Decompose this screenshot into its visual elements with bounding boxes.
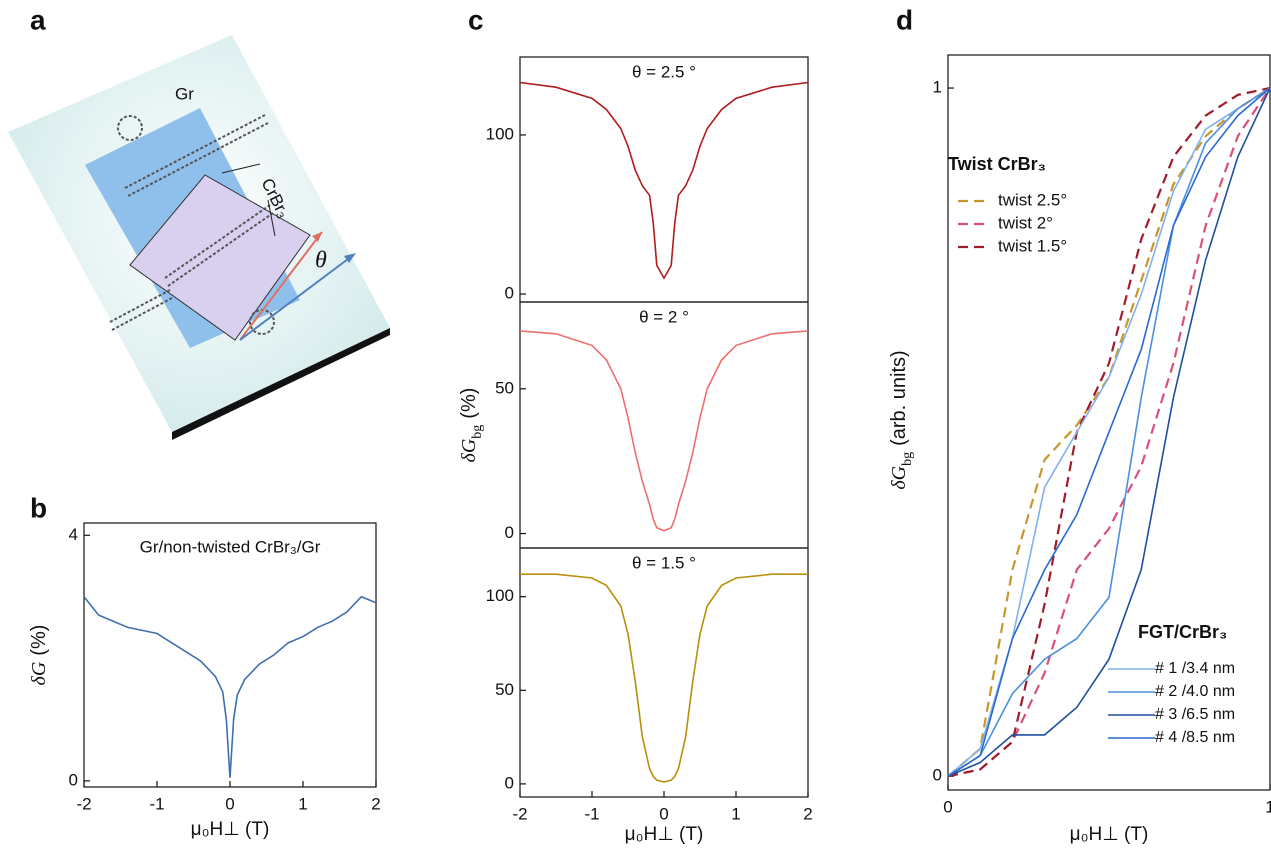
data-line	[947, 87, 1271, 778]
plot-frame	[83, 522, 377, 788]
plot-frame	[947, 54, 1271, 791]
y-tick-label: 0	[933, 766, 942, 785]
legend-label: twist 2.5°	[998, 190, 1067, 209]
legend-label: # 2 /4.0 nm	[1155, 683, 1235, 700]
x-axis-label: μ₀H⊥ (T)	[1070, 824, 1149, 845]
x-tick-label: 2	[371, 794, 380, 813]
device-illustration: Gr CrBr₃ θ	[8, 35, 390, 440]
legend-label: twist 1.5°	[998, 236, 1067, 255]
x-tick-label: 0	[943, 797, 952, 816]
pointer	[267, 199, 276, 237]
legend-label: twist 2°	[998, 213, 1053, 232]
annotation: Gr/non-twisted CrBr₃/Gr	[140, 537, 321, 556]
pointer	[221, 163, 261, 174]
y-tick-label: 0	[69, 770, 78, 789]
y-label-symbol: δG	[28, 661, 50, 685]
illustration-label: θ	[315, 248, 327, 274]
x-tick-label: -1	[584, 804, 599, 823]
y-tick-label: 0	[505, 284, 514, 303]
y-label-unit: (%)	[28, 625, 50, 656]
panel-label: d	[896, 4, 913, 35]
plot-frame	[519, 301, 809, 549]
x-tick-label: 1	[731, 804, 740, 823]
y-label-symbol: δG	[458, 438, 480, 462]
y-axis-label: δGbg (%)	[458, 388, 485, 463]
y-label-subscript: bg	[900, 452, 915, 466]
annotation: θ = 1.5 °	[632, 553, 696, 572]
y-label-unit: (%)	[458, 388, 480, 419]
data-line	[947, 87, 1271, 777]
crbr3-top	[129, 174, 311, 341]
x-tick-label: 2	[803, 804, 812, 823]
y-label-subscript: bg	[470, 425, 485, 439]
legend-label: # 4 /8.5 nm	[1155, 729, 1235, 746]
x-axis-label: μ₀H⊥ (T)	[191, 819, 270, 840]
y-label-unit: (arb. units)	[888, 350, 910, 446]
y-tick-label: 4	[69, 525, 78, 544]
panel-label: a	[30, 4, 46, 35]
y-tick-label: 50	[495, 680, 514, 699]
arrow	[239, 231, 323, 341]
x-axis-label: μ₀H⊥ (T)	[625, 824, 704, 845]
y-tick-label: 0	[505, 773, 514, 792]
data-line	[947, 86, 1271, 778]
y-tick-label: 1	[933, 78, 942, 97]
legend-label: # 3 /6.5 nm	[1155, 706, 1235, 723]
arrowhead	[312, 232, 322, 242]
illustration-label: Gr	[175, 84, 194, 103]
x-tick-label: 0	[225, 794, 234, 813]
data-line	[83, 595, 377, 778]
plot-frame	[519, 56, 809, 303]
panel-label: c	[468, 4, 484, 35]
x-tick-label: -1	[149, 794, 164, 813]
y-tick-label: 100	[486, 586, 514, 605]
plot-frame	[519, 547, 809, 798]
y-axis-label: δGbg (arb. units)	[888, 350, 915, 489]
data-line	[520, 573, 808, 783]
data-line	[947, 87, 1271, 777]
substrate-edge	[172, 328, 390, 440]
data-line	[947, 87, 1271, 777]
legend-title: Twist CrBr₃	[948, 154, 1046, 174]
annotation: θ = 2 °	[639, 307, 689, 326]
arrowhead	[344, 253, 356, 263]
graphene-ribbons	[109, 114, 275, 335]
panel-label: b	[30, 492, 47, 523]
y-tick-label: 50	[495, 378, 514, 397]
y-label-symbol: δG	[888, 465, 910, 489]
x-tick-label: 1	[1265, 797, 1271, 816]
legend-title: FGT/CrBr₃	[1138, 622, 1227, 642]
arrow	[239, 255, 353, 341]
annotation: θ = 2.5 °	[632, 62, 696, 81]
y-tick-label: 0	[505, 523, 514, 542]
data-line	[519, 330, 809, 532]
x-tick-label: 1	[298, 794, 307, 813]
legend-label: # 1 /3.4 nm	[1155, 660, 1235, 677]
x-tick-label: 0	[659, 804, 668, 823]
y-tick-label: 100	[486, 124, 514, 143]
x-tick-label: -2	[76, 794, 91, 813]
data-line	[947, 87, 1271, 778]
x-tick-label: -2	[512, 804, 527, 823]
data-line	[519, 81, 809, 280]
y-axis-label: δG (%)	[28, 625, 51, 686]
